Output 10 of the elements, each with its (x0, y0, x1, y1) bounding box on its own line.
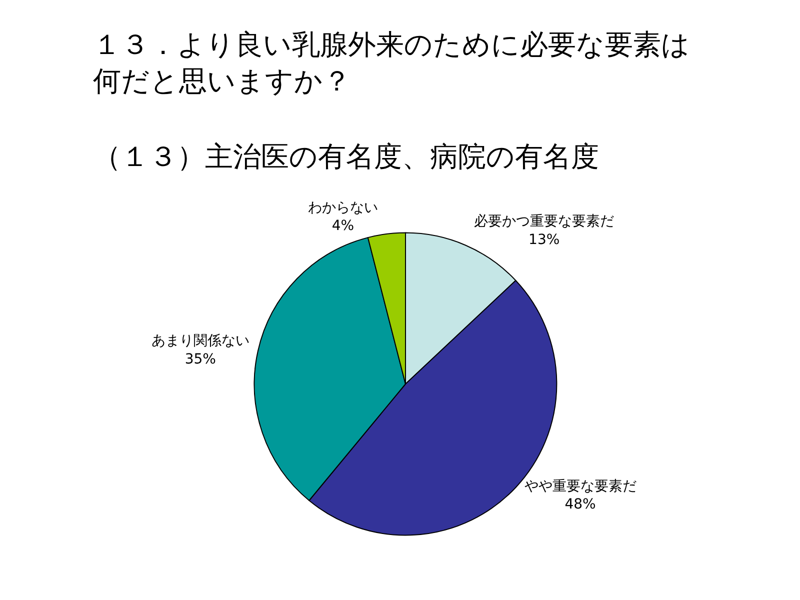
slice-label: やや重要な要素だ (524, 478, 636, 494)
slice-label: 必要かつ重要な要素だ (474, 214, 614, 230)
data-label: 4% (332, 218, 354, 234)
slice-label: わからない (308, 200, 378, 216)
data-label: 48% (564, 496, 596, 513)
chart-title: １３．より良い乳腺外来のために必要な要素は何だと思いますか？ (93, 28, 690, 98)
slice-label: あまり関係ない (151, 333, 250, 350)
chart-subtitle: （１３）主治医の有名度、病院の有名度 (93, 140, 599, 173)
data-label: 13% (528, 232, 560, 248)
data-label: 35% (184, 351, 216, 368)
